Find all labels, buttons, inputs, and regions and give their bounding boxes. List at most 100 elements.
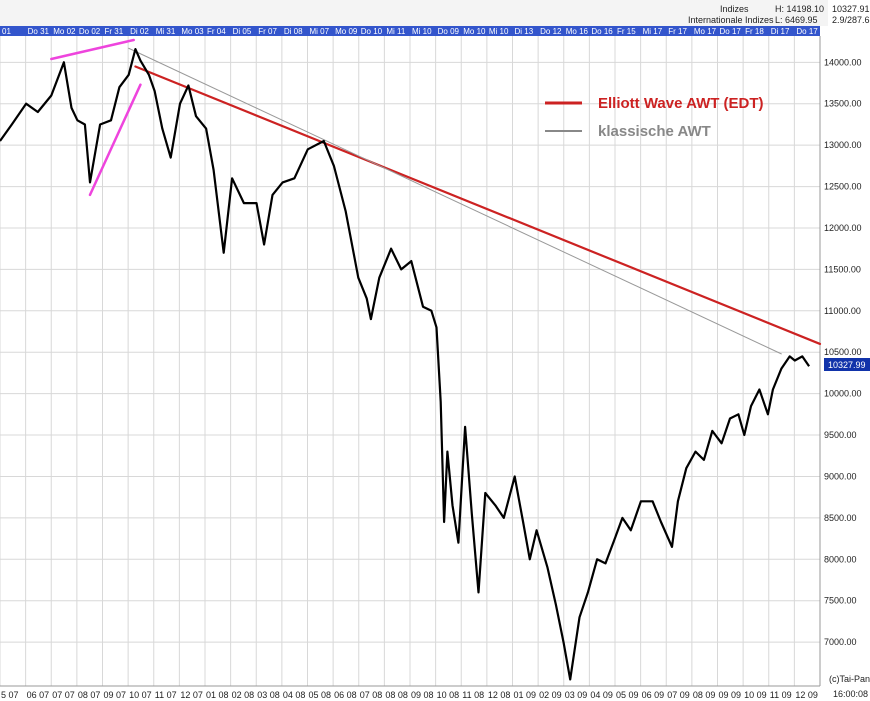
y-tick-label: 9000.00 xyxy=(824,471,857,481)
legend-label-edt: Elliott Wave AWT (EDT) xyxy=(598,95,764,112)
date-row-label: Mi 31 xyxy=(156,27,176,36)
header-panel xyxy=(0,0,828,26)
header-col-title: Indizes xyxy=(720,4,749,14)
date-row-label: Fr 17 xyxy=(668,27,687,36)
y-tick-label: 7500.00 xyxy=(824,596,857,606)
grid xyxy=(0,36,820,686)
date-row-label: 01 xyxy=(2,27,11,36)
date-row-label: Mi 17 xyxy=(643,27,663,36)
y-tick-label: 10500.00 xyxy=(824,347,862,357)
x-axis: 5 07 06 07 07 07 08 07 09 07 10 07 11 07 12 07 0… xyxy=(0,685,820,700)
x-tick-label: 02 08 xyxy=(232,690,255,700)
x-tick-label: 03 09 xyxy=(565,690,588,700)
date-row-label: Mi 07 xyxy=(310,27,330,36)
date-row-label: Mo 03 xyxy=(181,27,204,36)
y-tick-label: 9500.00 xyxy=(824,430,857,440)
x-tick-label: 04 09 xyxy=(590,690,613,700)
series-line-price xyxy=(0,47,811,681)
x-tick-label: 12 07 xyxy=(180,690,203,700)
x-tick-label: 06 09 xyxy=(642,690,665,700)
date-row-label: Mo 16 xyxy=(566,27,589,36)
date-row-bar xyxy=(0,26,820,36)
date-row-label: Di 17 xyxy=(771,27,790,36)
footer: (c)Tai-Pan 16:00:08 xyxy=(829,674,870,699)
x-tick-label: 07 08 xyxy=(360,690,383,700)
y-tick-label: 11000.00 xyxy=(824,306,861,316)
x-tick-label: 10 08 xyxy=(437,690,460,700)
date-row-label: Do 02 xyxy=(79,27,101,36)
date-row-label: Do 17 xyxy=(720,27,742,36)
date-row-label: Di 08 xyxy=(284,27,303,36)
triangle-lower-line xyxy=(88,83,142,197)
date-row: 01 Do 31 Mo 02 Do 02 Fr 31 Di 02 Mi 31 Mo 03 Fr … xyxy=(2,27,818,36)
date-row-label: Fr 31 xyxy=(105,27,124,36)
x-tick-label: 07 07 xyxy=(52,690,75,700)
y-tick-label: 13000.00 xyxy=(824,140,862,150)
x-tick-label: 01 09 xyxy=(514,690,537,700)
date-row-label: Do 09 xyxy=(438,27,460,36)
x-tick-label: 06 07 xyxy=(27,690,50,700)
y-axis: 7000.00 7500.00 8000.00 8500.00 9000.00 9500.… xyxy=(819,36,862,686)
y-tick-label: 10000.00 xyxy=(824,389,862,399)
x-tick-label: 08 07 xyxy=(78,690,101,700)
header-change: 2.9/287.68 xyxy=(832,15,870,25)
x-tick-label: 03 08 xyxy=(257,690,280,700)
x-tick-label: 05 09 xyxy=(616,690,639,700)
y-tick-label: 8500.00 xyxy=(824,513,857,523)
date-row-label: Mi 10 xyxy=(489,27,509,36)
x-tick-label: 04 08 xyxy=(283,690,306,700)
footer-copyright: (c)Tai-Pan xyxy=(829,674,870,684)
date-row-label: Mi 11 xyxy=(386,27,406,36)
date-row-label: Mo 09 xyxy=(335,27,358,36)
date-row-label: Fr 15 xyxy=(617,27,636,36)
header-last-value: 10327.91 xyxy=(832,4,870,14)
date-row-label: Do 10 xyxy=(361,27,383,36)
date-row-label: Di 02 xyxy=(130,27,149,36)
date-row-label: Mo 17 xyxy=(694,27,717,36)
price-tag-box xyxy=(824,358,870,371)
x-tick-label: 5 07 xyxy=(1,690,19,700)
triangle-upper-line xyxy=(50,38,135,61)
x-tick-label: 11 09 xyxy=(770,690,792,700)
x-tick-label: 11 08 xyxy=(462,690,484,700)
footer-time: 16:00:08 xyxy=(833,689,868,699)
y-tick-label: 12500.00 xyxy=(824,182,862,192)
date-row-label: Do 31 xyxy=(28,27,50,36)
x-tick-label: 09 08 xyxy=(411,690,434,700)
x-tick-label: 06 08 xyxy=(334,690,357,700)
header-bar: Indizes Internationale Indizes H: 14198.… xyxy=(0,0,870,36)
x-tick-label: 09 09 xyxy=(719,690,742,700)
x-tick-label: 07 09 xyxy=(667,690,690,700)
trendline-edt xyxy=(134,65,822,346)
y-tick-label: 13500.00 xyxy=(824,99,862,109)
y-tick-label: 14000.00 xyxy=(824,57,862,67)
series-group xyxy=(0,47,811,681)
x-tick-label: 08 09 xyxy=(693,690,716,700)
date-row-label: Do 17 xyxy=(796,27,818,36)
x-tick-label: 12 08 xyxy=(488,690,511,700)
trendlines xyxy=(50,38,822,355)
legend-label-classic: klassische AWT xyxy=(598,123,711,140)
date-row-label: Mo 02 xyxy=(53,27,76,36)
x-tick-label: 12 09 xyxy=(795,690,818,700)
price-tag: 10327.99 xyxy=(824,358,870,371)
y-tick-label: 11500.00 xyxy=(824,264,861,274)
date-row-label: Fr 04 xyxy=(207,27,226,36)
x-tick-label: 10 07 xyxy=(129,690,152,700)
date-row-label: Mi 10 xyxy=(412,27,432,36)
x-tick-label: 11 07 xyxy=(155,690,177,700)
x-tick-label: 02 09 xyxy=(539,690,562,700)
date-row-label: Di 05 xyxy=(233,27,252,36)
y-tick-label: 12000.00 xyxy=(824,223,862,233)
header-low: L: 6469.95 xyxy=(775,15,818,25)
header-high: H: 14198.10 xyxy=(775,4,824,14)
date-row-label: Fr 18 xyxy=(745,27,764,36)
date-row-label: Fr 07 xyxy=(258,27,277,36)
date-row-label: Do 12 xyxy=(540,27,562,36)
x-tick-label: 01 08 xyxy=(206,690,229,700)
date-row-label: Mo 10 xyxy=(463,27,486,36)
price-tag-label: 10327.99 xyxy=(828,360,866,370)
legend: Elliott Wave AWT (EDT) klassische AWT xyxy=(545,95,764,140)
